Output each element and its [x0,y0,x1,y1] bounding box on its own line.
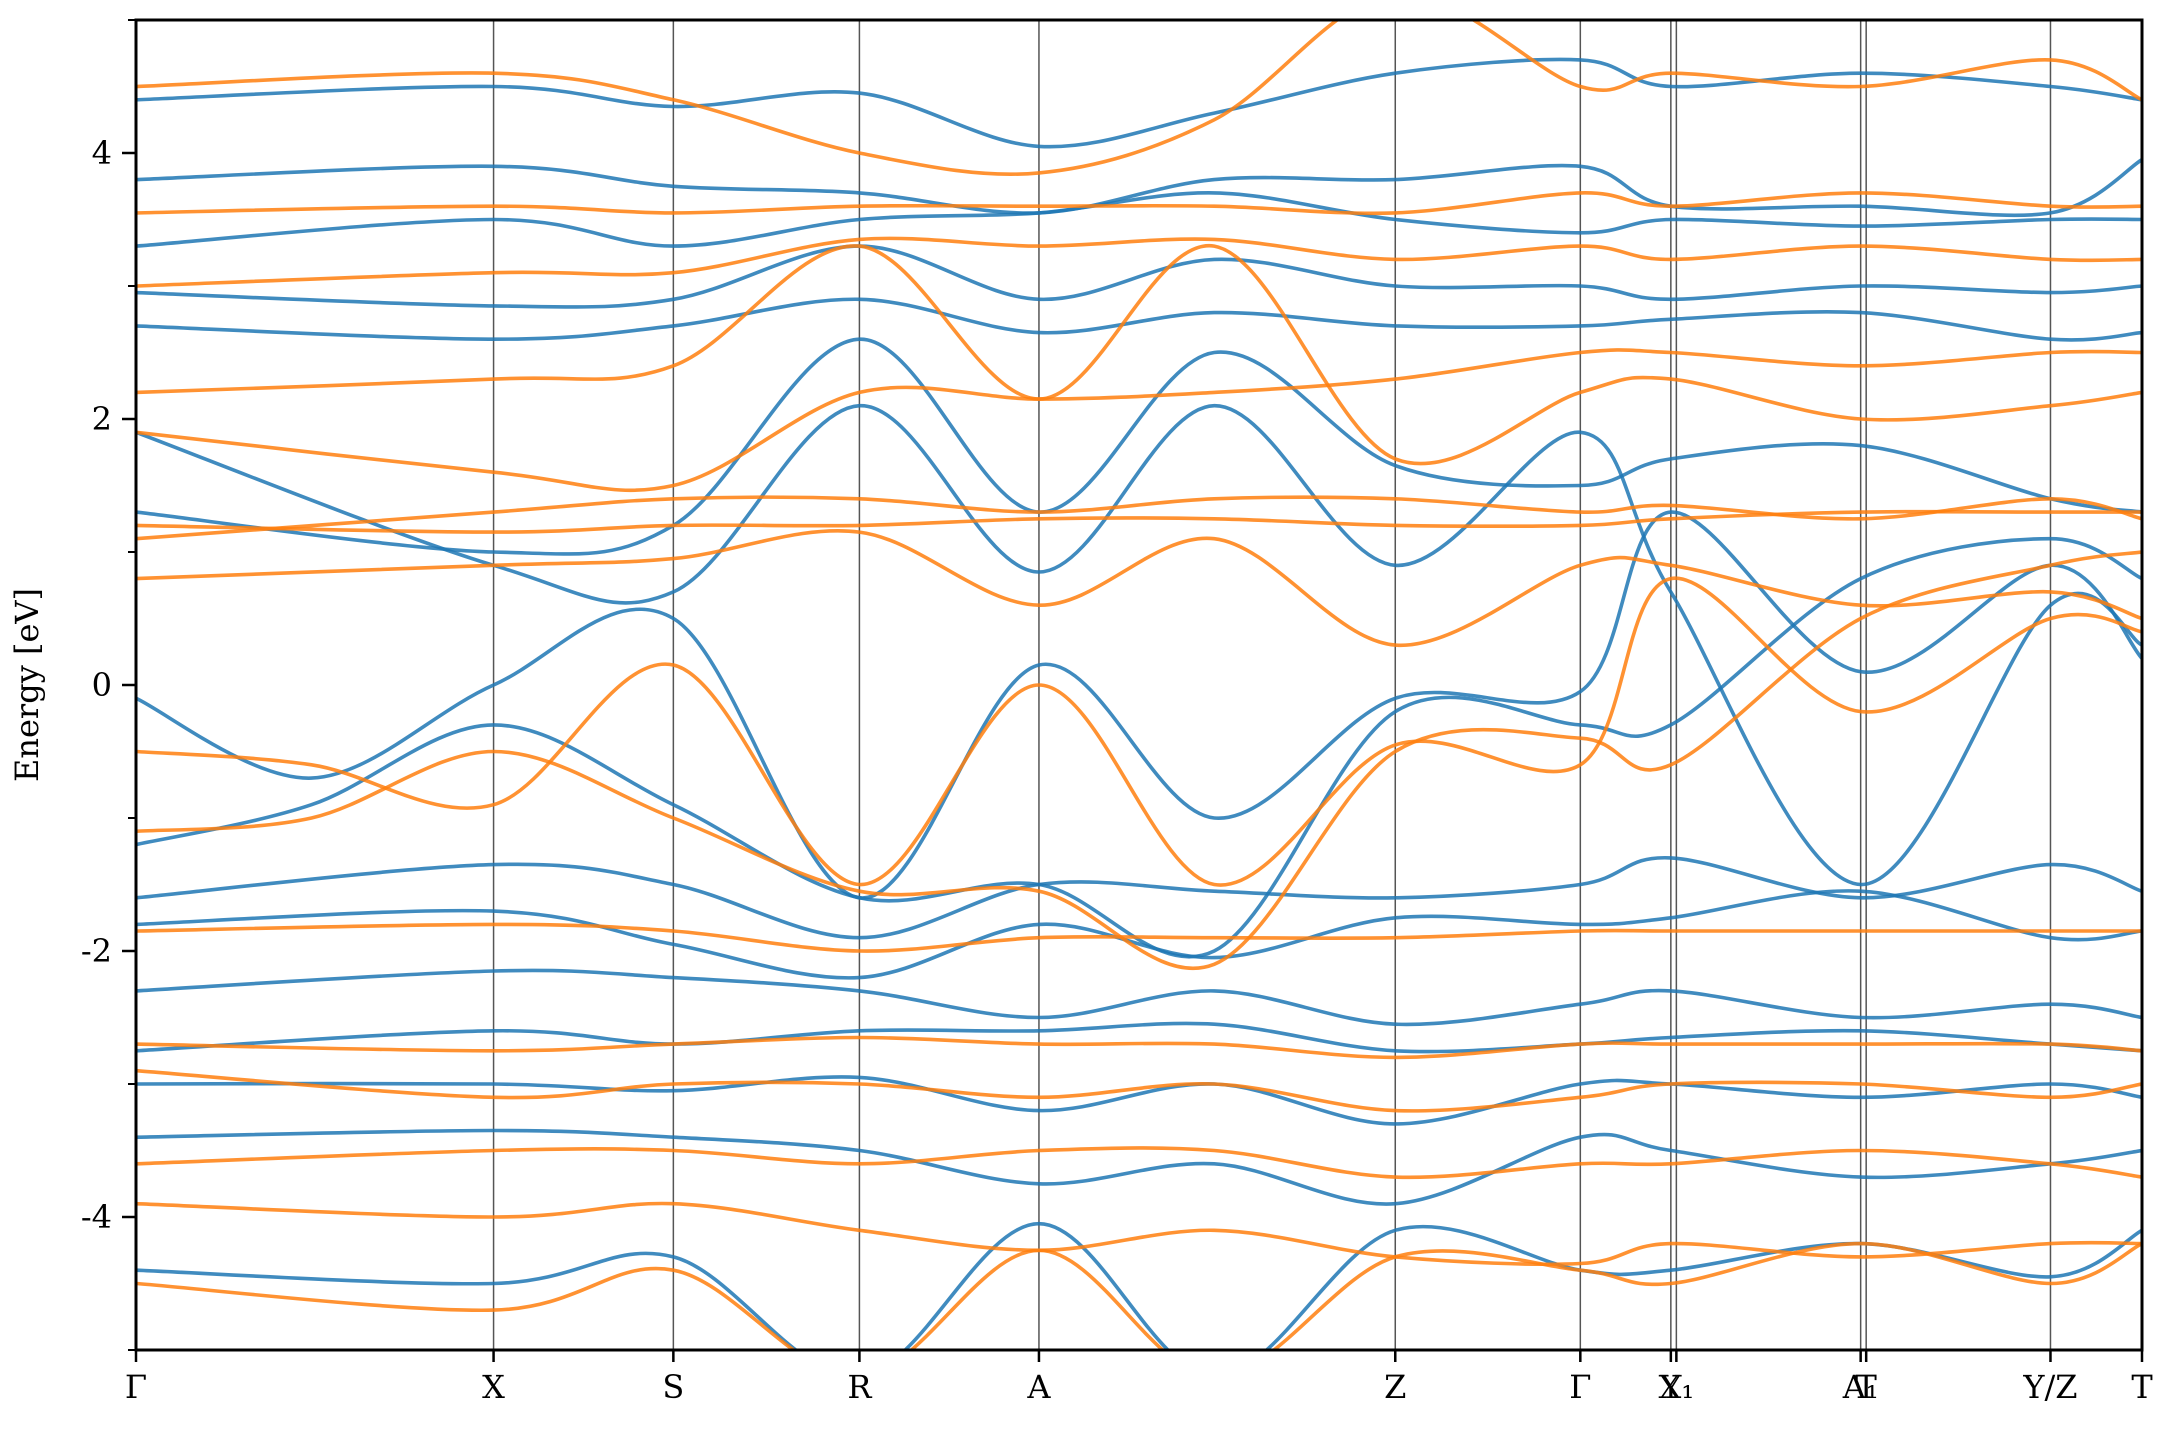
x-tick-label: Y [1659,1368,1682,1406]
band-line [136,1146,2142,1180]
y-axis-label: Energy [eV] [8,588,46,782]
band-line [136,337,2142,556]
band-line [136,403,2142,887]
x-tick-label: T [1856,1368,1878,1406]
band-line [136,1035,2142,1060]
x-tick-label: X [482,1368,505,1406]
band-line [136,157,2142,218]
band-line [136,529,2142,647]
x-tick-label: Z [1384,1368,1406,1406]
x-tick-label: T [2131,1368,2153,1406]
band-line [136,244,2142,466]
x-tick-label: R [847,1368,872,1406]
x-axis: Γ X S R A Z Γ YX₁ A₁T Y/Z T [125,1350,2153,1406]
x-tick-label: Y/Z [2022,1368,2077,1406]
band-line [136,922,2142,953]
band-line [136,191,2142,248]
band-line [136,495,2142,541]
band-line [136,191,2142,216]
x-tick-label: Γ [125,1368,147,1406]
band-line [136,536,2142,959]
x-tick-label: A [1026,1368,1051,1406]
band-line [136,236,2142,288]
x-tick-label: A₁ [1842,1368,1879,1406]
x-tick-label: X₁ [1659,1368,1695,1406]
band-line [136,1128,2142,1206]
band-line [136,297,2142,342]
band-series [136,57,2142,1350]
y-tick-label: 0 [92,666,112,704]
y-tick-label: -2 [81,932,112,970]
band-line [136,1201,2142,1267]
band-line [136,550,2142,971]
band-line [136,1221,2142,1350]
x-tick-label: Γ [1569,1368,1591,1406]
band-line [136,576,2142,887]
band-series [136,20,2142,1350]
y-axis: 4 2 0 -2 -4 [81,19,136,1351]
band-line [136,510,2142,900]
band-line [136,509,2142,534]
bands-group [136,20,2142,1350]
band-line [136,968,2142,1027]
band-line [136,20,2142,177]
y-tick-label: 2 [92,400,112,438]
y-tick-label: -4 [81,1198,112,1236]
x-tick-label: S [662,1368,684,1406]
band-line [136,348,2142,493]
y-tick-label: 4 [92,134,112,172]
band-line [136,1021,2142,1054]
band-line [136,1068,2142,1113]
band-line [136,889,2142,980]
band-line [136,244,2142,309]
band-line [136,1241,2142,1350]
band-line [136,856,2142,940]
